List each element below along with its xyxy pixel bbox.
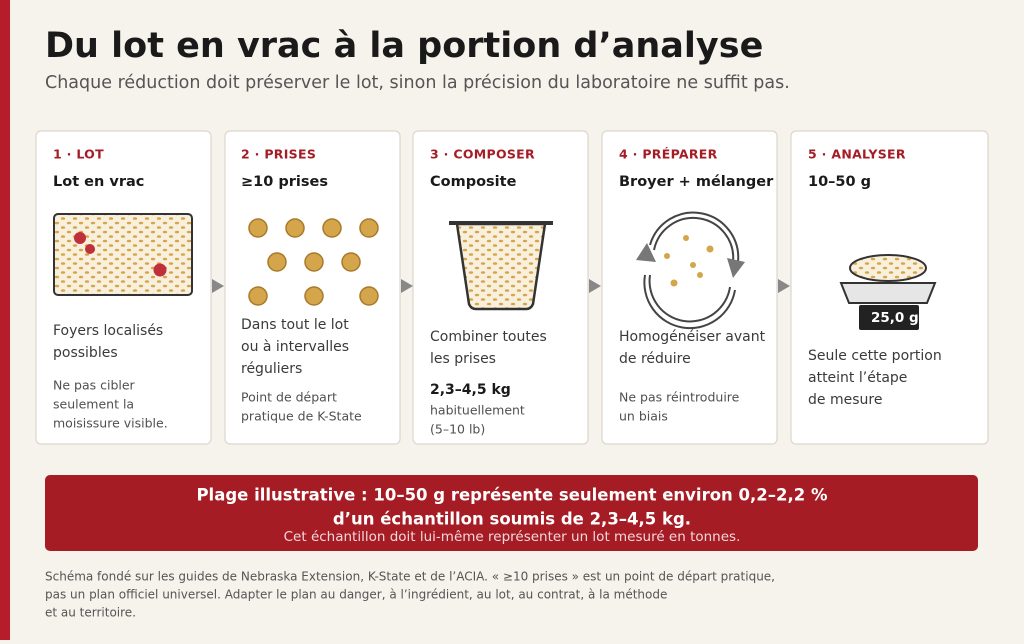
step-note: moisissure visible. — [53, 416, 168, 431]
subtitle: Chaque réduction doit préserver le lot, … — [45, 73, 790, 93]
accent-bar — [0, 0, 10, 640]
hotspot — [74, 232, 86, 244]
footer-line: pas un plan officiel universel. Adapter … — [45, 588, 667, 602]
scale-reading: 25,0 g — [871, 310, 919, 326]
step-text: de mesure — [808, 392, 882, 408]
title: Du lot en vrac à la portion d’analyse — [45, 26, 763, 66]
card — [601, 130, 778, 445]
banner-sub: Cet échantillon doit lui-même représente… — [284, 529, 741, 545]
step-heading: Composite — [430, 174, 517, 190]
step-amount: 2,3–4,5 kg — [430, 382, 511, 398]
step-text: Homogénéiser avant — [619, 329, 766, 345]
step-note: Ne pas réintroduire — [619, 390, 740, 405]
banner-line: d’un échantillon soumis de 2,3–4,5 kg. — [333, 510, 691, 529]
portion — [849, 254, 927, 282]
composite-bucket — [455, 222, 547, 311]
step-text: Foyers localisés — [53, 323, 163, 339]
arrow — [778, 279, 790, 293]
arrows — [212, 279, 790, 293]
step-label: 1 · LOT — [53, 147, 104, 162]
step-heading: ≥10 prises — [241, 174, 328, 190]
bulk-lot — [53, 213, 193, 296]
cycle-arrow — [727, 258, 745, 278]
particles — [664, 235, 714, 287]
step-note: un biais — [619, 409, 668, 424]
step-heading: Lot en vrac — [53, 174, 144, 190]
hotspot — [153, 263, 167, 277]
arrow — [589, 279, 601, 293]
mix-cycle — [643, 211, 740, 330]
step-text: de réduire — [619, 351, 691, 367]
step-note: seulement la — [53, 397, 134, 412]
hotspot — [85, 244, 95, 254]
footer-line: et au territoire. — [45, 606, 136, 620]
step-note: habituellement — [430, 403, 525, 418]
banner-line: Plage illustrative : 10–50 g représente … — [196, 486, 828, 505]
step-text: les prises — [430, 351, 496, 367]
step-text: ou à intervalles — [241, 339, 349, 355]
step-text: Seule cette portion — [808, 348, 942, 364]
step-text: Dans tout le lot — [241, 317, 349, 333]
step-label: 2 · PRISES — [241, 147, 316, 162]
step-text: Combiner toutes — [430, 329, 547, 345]
step-note: Ne pas cibler — [53, 378, 136, 393]
banner — [45, 475, 978, 551]
footer-line: Schéma fondé sur les guides de Nebraska … — [45, 570, 775, 584]
step-label: 3 · COMPOSER — [430, 147, 535, 162]
step-heading: 10–50 g — [808, 174, 871, 190]
step-text: réguliers — [241, 361, 302, 377]
increments — [248, 218, 379, 306]
scale-display — [859, 305, 919, 330]
step-note: (5–10 lb) — [430, 422, 485, 437]
step-heading: Broyer + mélanger — [619, 174, 774, 190]
cycle-arrow — [636, 243, 656, 262]
step-label: 4 · PRÉPARER — [619, 147, 718, 162]
step-text: atteint l’étape — [808, 370, 907, 386]
step-label: 5 · ANALYSER — [808, 147, 906, 162]
step-note: pratique de K-State — [241, 409, 362, 424]
scale — [839, 282, 937, 304]
arrow — [401, 279, 413, 293]
arrow — [212, 279, 224, 293]
step-text: possibles — [53, 345, 118, 361]
step-note: Point de départ — [241, 390, 337, 405]
